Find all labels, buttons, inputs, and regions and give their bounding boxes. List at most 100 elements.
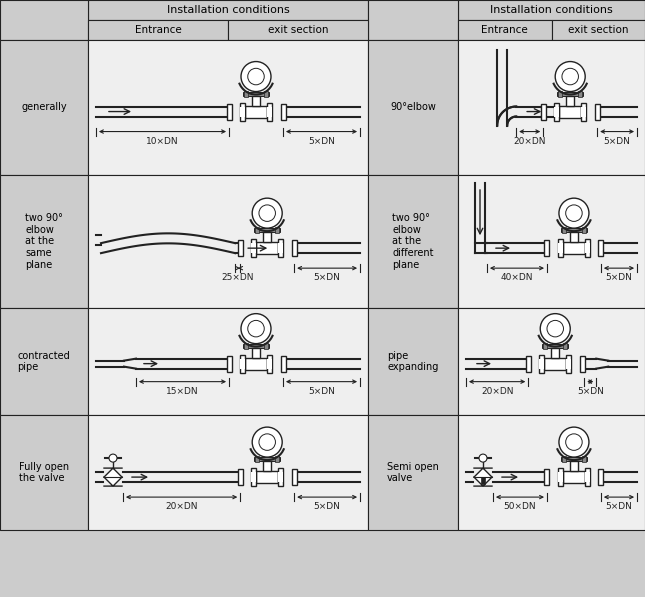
Bar <box>539 359 544 368</box>
Bar <box>278 472 283 482</box>
Bar <box>240 106 245 116</box>
Bar <box>244 343 248 349</box>
Circle shape <box>559 427 589 457</box>
Text: Installation conditions: Installation conditions <box>166 5 290 15</box>
Bar <box>582 227 586 233</box>
Bar <box>254 228 280 232</box>
Bar <box>281 103 286 119</box>
Text: Semi open
valve: Semi open valve <box>387 461 439 484</box>
Text: 5×DN: 5×DN <box>606 273 632 282</box>
Bar <box>585 243 590 253</box>
Text: 50×DN: 50×DN <box>504 502 536 511</box>
Bar <box>226 103 232 119</box>
Bar <box>570 461 578 471</box>
Bar <box>263 461 271 471</box>
Bar <box>570 232 578 242</box>
Text: 5×DN: 5×DN <box>308 387 335 396</box>
Bar <box>278 243 283 253</box>
Text: two 90°
elbow
at the
same
plane: two 90° elbow at the same plane <box>25 213 63 270</box>
Bar <box>368 40 458 175</box>
Bar <box>252 347 260 358</box>
Text: 5×DN: 5×DN <box>604 137 631 146</box>
Bar <box>244 91 248 97</box>
Bar <box>563 471 585 483</box>
Text: Fully open
the valve: Fully open the valve <box>19 461 69 484</box>
Text: Installation conditions: Installation conditions <box>490 5 613 15</box>
Bar <box>255 456 259 462</box>
Circle shape <box>252 427 283 457</box>
Bar <box>551 20 645 40</box>
Bar <box>561 228 587 232</box>
Bar <box>544 240 550 256</box>
Bar <box>544 469 550 485</box>
Bar <box>554 103 559 121</box>
Bar <box>264 343 268 349</box>
Bar <box>558 468 563 486</box>
Bar <box>240 359 245 368</box>
Circle shape <box>248 321 264 337</box>
Bar <box>458 308 645 415</box>
Bar <box>256 242 278 254</box>
Bar <box>599 240 604 256</box>
Text: two 90°
elbow
at the
different
plane: two 90° elbow at the different plane <box>392 213 433 270</box>
Bar <box>252 96 260 106</box>
Bar <box>243 344 269 347</box>
Bar <box>251 472 256 482</box>
Bar <box>88 40 368 175</box>
Bar <box>578 91 582 97</box>
Text: 25×DN: 25×DN <box>221 273 254 282</box>
Bar <box>558 472 563 482</box>
Bar <box>562 456 566 462</box>
Bar <box>595 103 600 119</box>
Bar <box>256 471 278 483</box>
Bar <box>539 355 544 373</box>
Bar <box>292 469 297 485</box>
Bar <box>245 358 267 370</box>
Bar <box>558 91 562 97</box>
Text: 5×DN: 5×DN <box>606 502 632 511</box>
Bar <box>251 239 256 257</box>
Bar <box>559 106 581 118</box>
Circle shape <box>547 321 564 337</box>
Bar <box>88 415 368 530</box>
Bar <box>88 20 228 40</box>
Bar <box>292 240 297 256</box>
Bar <box>264 91 268 97</box>
Bar <box>263 232 271 242</box>
Bar <box>563 242 585 254</box>
Bar <box>458 20 551 40</box>
Circle shape <box>562 68 579 85</box>
Bar <box>599 469 604 485</box>
Bar <box>582 456 586 462</box>
Bar <box>88 0 368 20</box>
Circle shape <box>259 434 275 450</box>
Bar <box>0 0 88 40</box>
Bar <box>585 468 590 486</box>
Text: 15×DN: 15×DN <box>166 387 199 396</box>
Bar <box>88 175 368 308</box>
Bar <box>238 240 243 256</box>
Text: 5×DN: 5×DN <box>313 273 341 282</box>
Bar <box>0 40 88 175</box>
Bar <box>228 20 368 40</box>
Text: Entrance: Entrance <box>481 25 528 35</box>
Bar <box>543 343 547 349</box>
Bar <box>563 343 567 349</box>
Polygon shape <box>113 468 122 486</box>
Bar <box>558 243 563 253</box>
Bar <box>254 457 280 461</box>
Bar <box>275 456 279 462</box>
Bar <box>544 358 566 370</box>
Bar <box>458 0 645 20</box>
Bar <box>580 356 585 372</box>
Polygon shape <box>104 468 113 486</box>
Bar <box>541 103 546 119</box>
Text: 10×DN: 10×DN <box>146 137 179 146</box>
Text: 90°elbow: 90°elbow <box>390 103 436 112</box>
Text: 5×DN: 5×DN <box>313 502 341 511</box>
Bar <box>368 0 458 40</box>
Circle shape <box>241 61 271 91</box>
Bar <box>581 106 586 116</box>
Bar <box>226 356 232 372</box>
Bar <box>0 0 645 530</box>
